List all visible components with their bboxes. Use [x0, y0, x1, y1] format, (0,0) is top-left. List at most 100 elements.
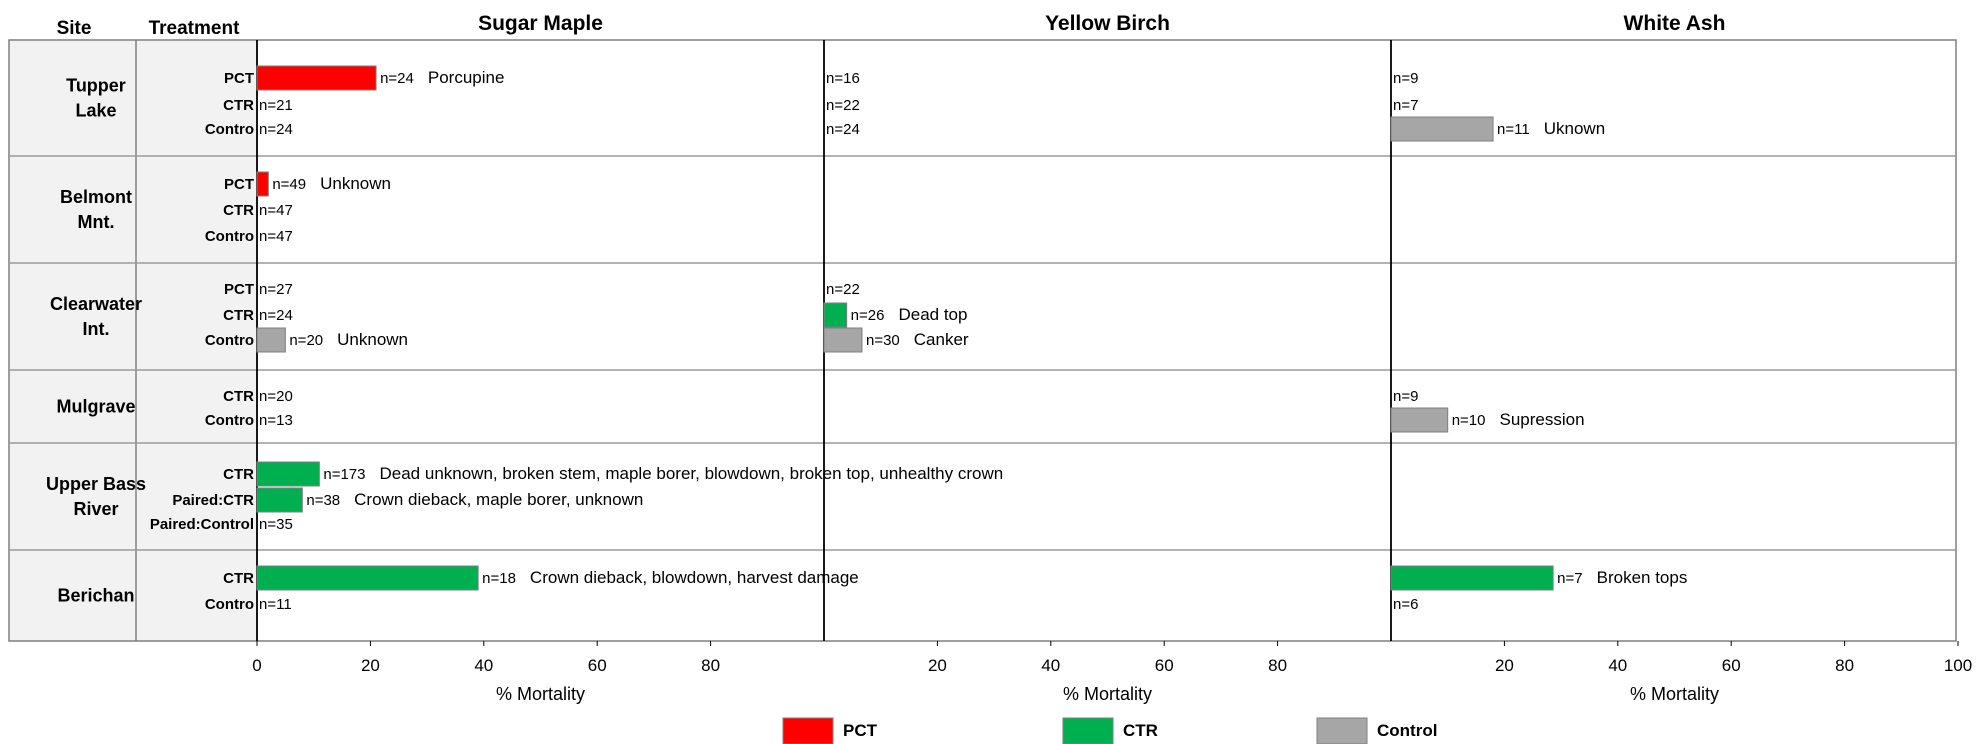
mortality-bar [1390, 116, 1494, 142]
treatment-label: CTR [223, 97, 254, 114]
sample-size-label: n=24 [259, 121, 293, 138]
site-rows: Tupper Lake PCT n=24 Porcupine n=16 n=9 CTR n=21… [46, 65, 1688, 613]
treatment-label: PCT [224, 281, 254, 298]
x-tick-label: 80 [701, 656, 720, 675]
x-tick-label: 20 [928, 656, 947, 675]
sample-size-label: n=9 [1393, 388, 1418, 405]
site-name: Mulgrave [56, 397, 135, 417]
site-name: Belmont [60, 187, 132, 207]
sample-size-label: n=24 [380, 70, 414, 87]
x-axis-label: % Mortality [1063, 684, 1152, 704]
treatment-label: CTR [223, 307, 254, 324]
legend-swatch [1316, 717, 1368, 744]
sample-size-label: n=24 [826, 121, 860, 138]
x-tick-label: 0 [252, 656, 261, 675]
site-row: Clearwater Int. PCT n=27 n=22 CTR n=24 n=26 Dead… [50, 281, 969, 353]
x-tick-label: 20 [1495, 656, 1514, 675]
treatment-label: Paired:CTR [172, 492, 254, 509]
mortality-bar [256, 461, 320, 487]
treatment-label: Contro [205, 228, 254, 245]
site-column-header: Site [57, 18, 92, 39]
sample-size-label: n=24 [259, 307, 293, 324]
site-name: Upper Bass [46, 474, 146, 494]
site-row: Mulgrave CTR n=20 n=9 Contro n=13 n=10 Supressi… [56, 388, 1585, 433]
mortality-cause-label: Canker [914, 330, 969, 349]
x-axis-label: % Mortality [1630, 684, 1719, 704]
header-column-backgrounds [9, 40, 257, 641]
panel-title: White Ash [1624, 12, 1726, 35]
mortality-bar [256, 565, 479, 591]
mortality-bar [256, 65, 377, 91]
sample-size-label: n=20 [289, 332, 323, 349]
site-name: Clearwater [50, 294, 142, 314]
treatment-label: Contro [205, 121, 254, 138]
panel-title: Yellow Birch [1045, 12, 1170, 35]
mortality-cause-label: Supression [1499, 410, 1584, 429]
sample-size-label: n=35 [259, 516, 293, 533]
mortality-bar [1390, 407, 1449, 433]
mortality-cause-label: Unknown [337, 330, 408, 349]
x-tick-label: 40 [474, 656, 493, 675]
site-row: Tupper Lake PCT n=24 Porcupine n=16 n=9 CTR n=21… [66, 65, 1605, 142]
sample-size-label: n=13 [259, 412, 293, 429]
sample-size-label: n=7 [1393, 97, 1418, 114]
mortality-bar [256, 327, 286, 353]
sample-size-label: n=18 [482, 570, 516, 587]
sample-size-label: n=47 [259, 202, 293, 219]
x-axis-label: % Mortality [496, 684, 585, 704]
x-tick-label: 100 [1944, 656, 1972, 675]
sample-size-label: n=11 [259, 596, 292, 613]
site-row: Berichan CTR n=18 Crown dieback, blowdown, … [57, 565, 1688, 613]
mortality-cause-label: Unknown [320, 174, 391, 193]
sample-size-label: n=26 [851, 307, 885, 324]
legend: PCT CTR Control [782, 717, 1437, 744]
treatment-label: Contro [205, 596, 254, 613]
x-axis: % Mortality 0 20 40 60 80 % Mortality 20 40 60 80%… [252, 641, 1972, 704]
mortality-cause-label: Broken tops [1597, 568, 1688, 587]
sample-size-label: n=49 [272, 176, 306, 193]
legend-label: PCT [843, 721, 878, 740]
treatment-column-header: Treatment [149, 18, 240, 39]
x-tick-label: 60 [1722, 656, 1741, 675]
mortality-bar [823, 302, 848, 328]
site-name: Tupper [66, 76, 126, 96]
x-tick-label: 80 [1835, 656, 1854, 675]
sample-size-label: n=11 [1497, 121, 1530, 138]
treatment-label: Contro [205, 412, 254, 429]
treatment-label: CTR [223, 202, 254, 219]
site-name: Lake [75, 101, 116, 121]
sample-size-label: n=30 [866, 332, 900, 349]
mortality-bar [256, 487, 303, 513]
mortality-cause-label: Crown dieback, blowdown, harvest damage [530, 568, 859, 587]
x-tick-label: 60 [588, 656, 607, 675]
legend-swatch [782, 717, 834, 744]
mortality-bar [256, 171, 269, 197]
mortality-cause-label: Dead top [898, 305, 967, 324]
mortality-cause-label: Crown dieback, maple borer, unknown [354, 490, 643, 509]
site-name: Int. [83, 319, 110, 339]
legend-label: CTR [1123, 721, 1158, 740]
mortality-cause-label: Dead unknown, broken stem, maple borer, … [380, 464, 1004, 483]
mortality-cause-label: Porcupine [428, 68, 505, 87]
treatment-label: PCT [224, 176, 254, 193]
sample-size-label: n=16 [826, 70, 860, 87]
site-row: Upper Bass River CTR n=173 Dead unknown, bro… [46, 461, 1004, 533]
treatment-label: CTR [223, 388, 254, 405]
x-tick-label: 60 [1155, 656, 1174, 675]
treatment-label: Contro [205, 332, 254, 349]
treatment-label: CTR [223, 466, 254, 483]
plot-frame [8, 39, 1957, 642]
sample-size-label: n=22 [826, 97, 860, 114]
sample-size-label: n=38 [306, 492, 340, 509]
x-tick-label: 80 [1268, 656, 1287, 675]
sample-size-label: n=10 [1452, 412, 1486, 429]
sample-size-label: n=7 [1557, 570, 1582, 587]
x-tick-label: 20 [361, 656, 380, 675]
site-name: River [73, 499, 118, 519]
treatment-label: Paired:Control [150, 516, 254, 533]
sample-size-label: n=22 [826, 281, 860, 298]
sample-size-label: n=27 [259, 281, 293, 298]
treatment-label: CTR [223, 570, 254, 587]
x-tick-label: 40 [1041, 656, 1060, 675]
